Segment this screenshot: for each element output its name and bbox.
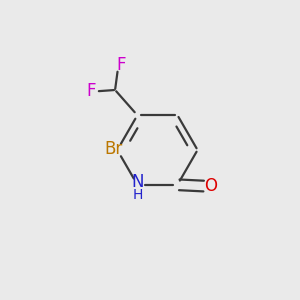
Text: N: N (131, 173, 144, 191)
Text: O: O (204, 177, 217, 195)
Text: H: H (132, 188, 142, 202)
Text: Br: Br (105, 140, 123, 158)
Text: F: F (86, 82, 95, 100)
Text: F: F (117, 56, 126, 74)
